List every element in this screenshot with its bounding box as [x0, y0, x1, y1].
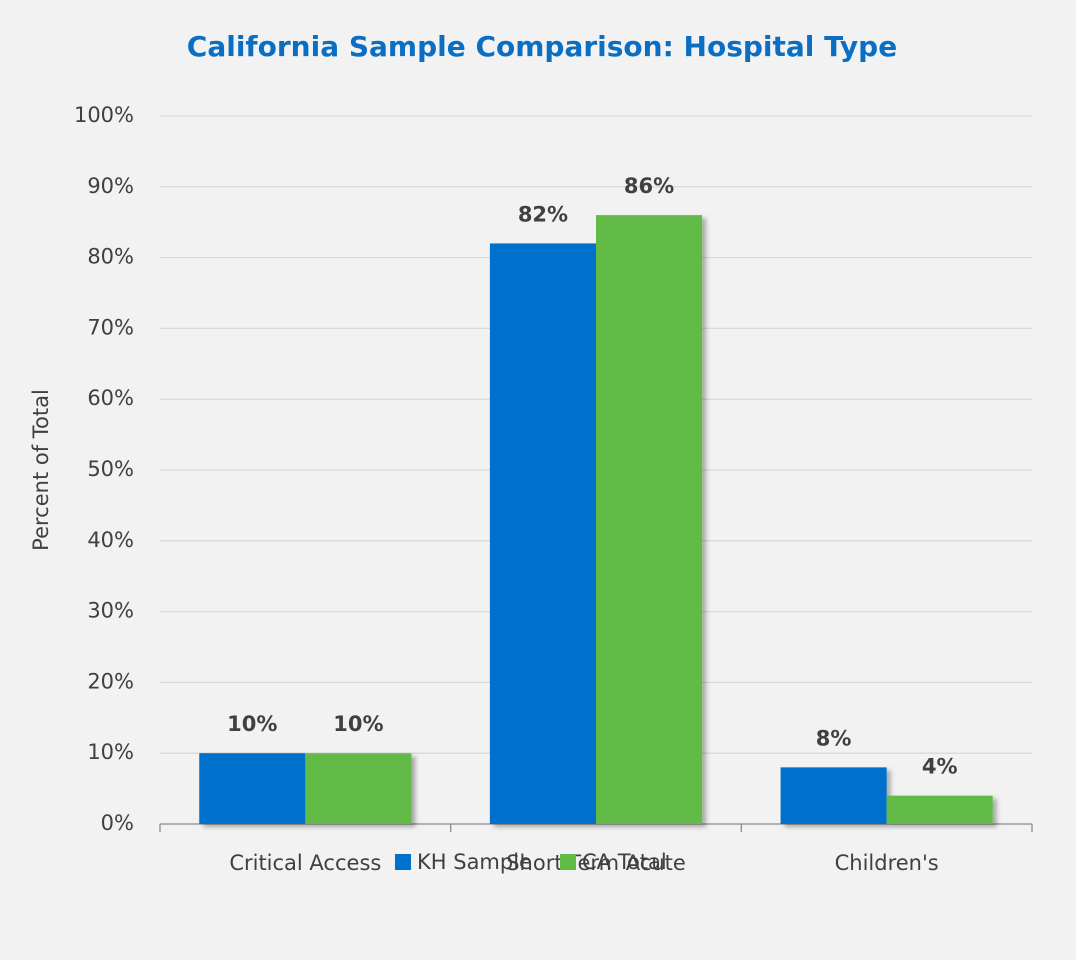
x-tick-label: Short-Term Acute	[506, 851, 686, 875]
bar	[780, 767, 887, 824]
legend-swatch	[395, 854, 411, 870]
y-tick-label: 70%	[87, 315, 134, 339]
value-label: 8%	[816, 726, 852, 750]
legend-swatch	[559, 854, 576, 870]
value-label: 10%	[227, 712, 277, 736]
y-tick-label: 90%	[87, 174, 134, 198]
bar	[489, 243, 596, 824]
y-tick-label: 100%	[74, 103, 134, 127]
y-axis-label: Percent of Total	[29, 389, 53, 551]
y-tick-label: 80%	[87, 245, 134, 269]
bar	[886, 795, 993, 824]
bar	[199, 753, 306, 824]
bar	[596, 215, 703, 824]
value-label: 86%	[624, 174, 674, 198]
chart-title: California Sample Comparison: Hospital T…	[187, 30, 897, 63]
value-label: 82%	[518, 202, 568, 226]
legend-label: CA Total	[582, 850, 667, 874]
bar	[305, 753, 412, 824]
value-label: 4%	[922, 755, 958, 779]
value-label: 10%	[333, 712, 383, 736]
y-tick-label: 0%	[101, 811, 134, 835]
x-tick-label: Critical Access	[229, 851, 381, 875]
y-tick-label: 40%	[87, 528, 134, 552]
y-tick-label: 20%	[87, 669, 134, 693]
legend-label: KH Sample	[417, 850, 532, 874]
y-tick-label: 50%	[87, 457, 134, 481]
y-tick-label: 30%	[87, 599, 134, 623]
y-tick-label: 60%	[87, 386, 134, 410]
x-tick-label: Children's	[835, 851, 939, 875]
y-tick-label: 10%	[87, 740, 134, 764]
